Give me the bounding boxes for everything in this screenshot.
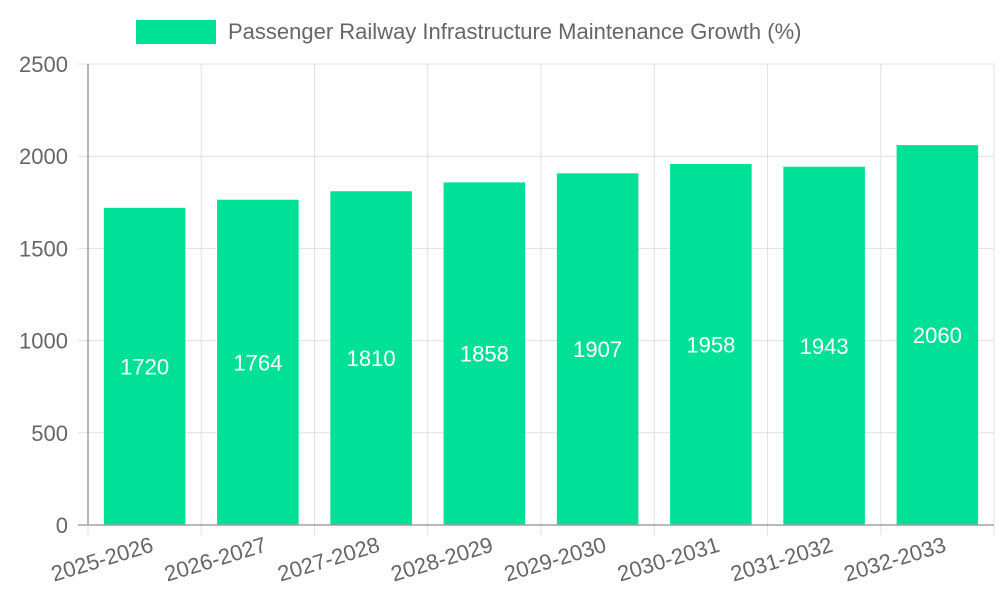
bar[interactable] [896,145,979,526]
x-tick-label: 2029-2030 [501,532,609,587]
x-tick-label: 2027-2028 [275,532,383,587]
bar-value-label: 2060 [913,323,962,348]
legend-swatch [136,20,216,44]
y-tick-label: 1000 [19,329,68,354]
x-tick-label: 2026-2027 [161,532,269,587]
x-tick-label: 2030-2031 [614,532,722,587]
bar-value-label: 1720 [120,354,169,379]
bar-value-label: 1958 [686,332,735,357]
bar[interactable] [217,199,299,526]
bar[interactable] [670,163,752,525]
bar[interactable] [103,207,186,525]
y-tick-label: 2000 [19,144,68,169]
y-tick-label: 500 [31,421,68,446]
bar[interactable] [443,182,526,525]
y-axis: 0 500 1000 1500 2000 2500 [19,52,89,538]
bar[interactable] [783,166,865,525]
x-tick-label: 2028-2029 [388,532,496,587]
x-axis: 2025-2026 2026-2027 2027-2028 2028-2029 2029… [48,524,994,587]
x-tick-label: 2031-2032 [728,532,836,587]
bars [103,145,979,526]
legend-label: Passenger Railway Infrastructure Mainten… [228,19,801,44]
bar-value-labels: 1720 1764 1810 1858 1907 1958 1943 2060 [120,323,962,379]
y-tick-label: 0 [56,513,68,538]
bar-value-label: 1907 [573,337,622,362]
x-tick-label: 2032-2033 [841,532,949,587]
bar-value-label: 1858 [460,342,509,367]
bar[interactable] [556,173,639,526]
bar-value-label: 1943 [800,334,849,359]
bar[interactable] [330,191,412,525]
x-tick-label: 2025-2026 [48,532,156,587]
bar-value-label: 1764 [233,350,282,375]
legend[interactable]: Passenger Railway Infrastructure Mainten… [136,19,801,44]
bar-value-label: 1810 [347,346,396,371]
y-tick-label: 1500 [19,236,68,261]
y-tick-label: 2500 [19,52,68,77]
